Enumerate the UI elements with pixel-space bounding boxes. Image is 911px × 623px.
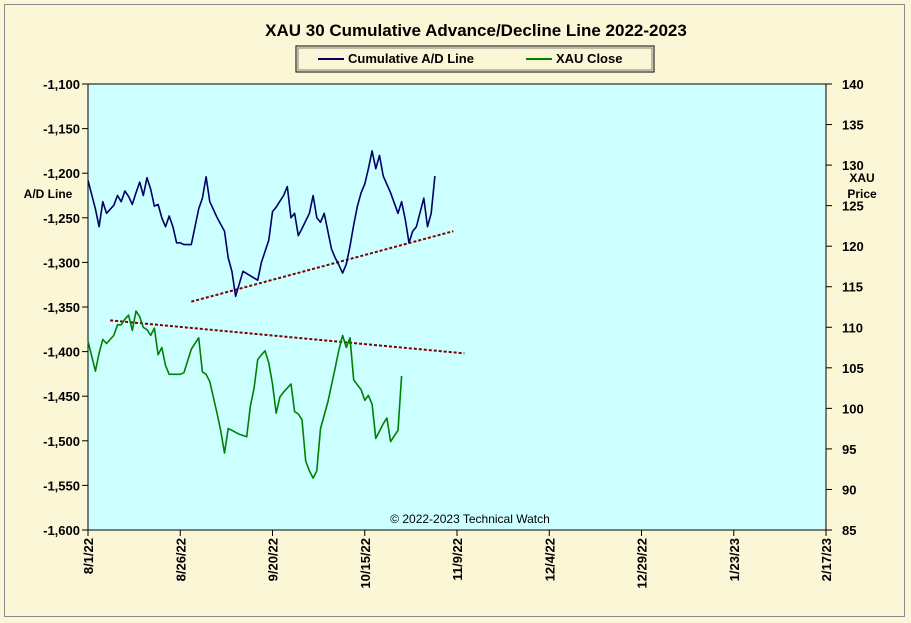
right-tick-label: 115 (842, 280, 863, 295)
left-tick-label: -1,300 (43, 255, 80, 270)
legend: Cumulative A/D Line XAU Close (295, 45, 655, 73)
left-tick-label: -1,400 (43, 345, 80, 360)
left-tick-label: -1,600 (43, 523, 80, 538)
x-tick-label: 10/15/22 (358, 538, 373, 589)
right-tick-label: 140 (842, 77, 864, 92)
x-axis: 8/1/22 8/26/22 9/20/22 10/15/22 11/9/22 12/4/… (81, 530, 834, 589)
left-tick-label: -1,550 (43, 478, 80, 493)
x-tick-label: 9/20/22 (266, 538, 281, 581)
right-axis-label-line1: XAU (849, 171, 874, 185)
right-axis: 140 135 130 125 120 115 110 105 100 95 90 85 (826, 77, 864, 538)
left-tick-label: -1,150 (43, 122, 80, 137)
series-line-xau (87, 310, 403, 479)
plot-area (87, 83, 827, 531)
x-tick-label: 8/26/22 (173, 538, 188, 581)
x-tick-label: 2/17/23 (819, 538, 834, 581)
left-tick-label: -1,500 (43, 434, 80, 449)
right-tick-label: 85 (842, 523, 856, 538)
x-tick-label: 8/1/22 (81, 538, 96, 574)
left-axis-label: A/D Line (24, 187, 73, 201)
right-tick-label: 100 (842, 401, 864, 416)
x-tick-label: 11/9/22 (450, 538, 465, 581)
left-tick-label: -1,200 (43, 166, 80, 181)
right-tick-label: 125 (842, 199, 864, 214)
x-tick-label: 12/29/22 (635, 538, 650, 589)
left-tick-label: -1,350 (43, 300, 80, 315)
right-tick-label: 90 (842, 482, 856, 497)
left-axis: -1,100 -1,150 -1,200 -1,250 -1,300 -1,350 -1,4… (43, 77, 88, 538)
x-tick-label: 1/23/23 (727, 538, 742, 581)
copyright-text: © 2022-2023 Technical Watch (390, 512, 550, 526)
right-tick-label: 135 (842, 118, 864, 133)
left-tick-label: -1,250 (43, 211, 80, 226)
left-tick-label: -1,100 (43, 77, 80, 92)
series-lines (87, 150, 436, 479)
left-tick-label: -1,450 (43, 389, 80, 404)
chart-frame (4, 4, 905, 617)
right-tick-label: 105 (842, 361, 864, 376)
right-axis-label-line2: Price (847, 187, 877, 201)
trendline (110, 319, 465, 355)
legend-label-xau: XAU Close (556, 51, 622, 66)
right-tick-label: 95 (842, 442, 856, 457)
right-tick-label: 120 (842, 239, 864, 254)
chart-title: XAU 30 Cumulative Advance/Decline Line 2… (265, 21, 687, 40)
x-tick-label: 12/4/22 (542, 538, 557, 581)
series-line-ad (87, 150, 436, 298)
right-tick-label: 130 (842, 158, 864, 173)
right-tick-label: 110 (842, 320, 863, 335)
legend-label-ad: Cumulative A/D Line (348, 51, 474, 66)
